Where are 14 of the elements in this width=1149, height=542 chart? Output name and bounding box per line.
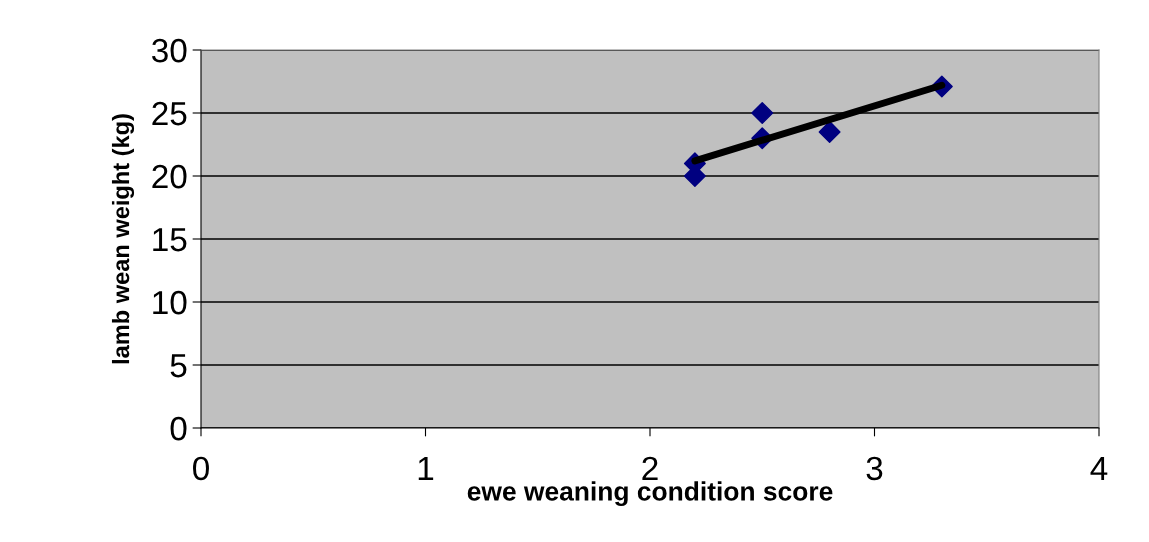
y-tick-label: 15 [153,228,187,252]
x-tick-label: 4 [1090,457,1108,480]
y-tick-label: 25 [152,101,187,126]
x-tick-label: 0 [193,456,209,481]
x-tick-label: 3 [866,456,883,481]
y-tick-label: 30 [152,38,187,63]
x-tick-label: 2 [642,456,658,480]
y-tick-label: 20 [152,164,187,189]
y-tick-label: 5 [170,354,187,378]
x-axis-title: ewe weaning condition score [467,481,833,507]
y-axis-title: lamb wean weight (kg) [111,114,135,364]
y-tick-label: 0 [170,416,187,441]
y-tick-label: 10 [153,290,187,315]
x-tick-label: 1 [418,457,434,480]
